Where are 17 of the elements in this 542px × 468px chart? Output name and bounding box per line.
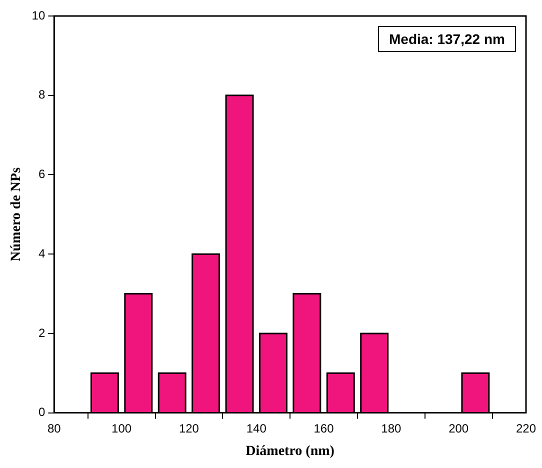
x-tick-label: 160 xyxy=(314,421,334,436)
y-tick-label: 0 xyxy=(38,405,46,420)
x-tick-label: 140 xyxy=(246,421,267,436)
y-tick-label: 10 xyxy=(32,8,46,22)
y-tick-label: 2 xyxy=(38,326,46,340)
x-axis-title: Diámetro (nm) xyxy=(246,444,335,460)
y-tick-label: 8 xyxy=(38,88,46,102)
y-axis-title: Número de NPs xyxy=(9,166,24,262)
x-tick-label: 80 xyxy=(47,421,62,436)
x-tick-label: 200 xyxy=(448,421,469,436)
x-tick-label: 180 xyxy=(381,421,402,436)
x-tick-label: 220 xyxy=(516,421,536,436)
y-tick-label: 6 xyxy=(38,167,46,182)
x-tick-label: 120 xyxy=(178,421,200,436)
annotation: Media: 137,22 nm xyxy=(378,26,516,52)
x-tick-label: 100 xyxy=(112,421,132,436)
y-tick-label: 4 xyxy=(38,246,46,260)
